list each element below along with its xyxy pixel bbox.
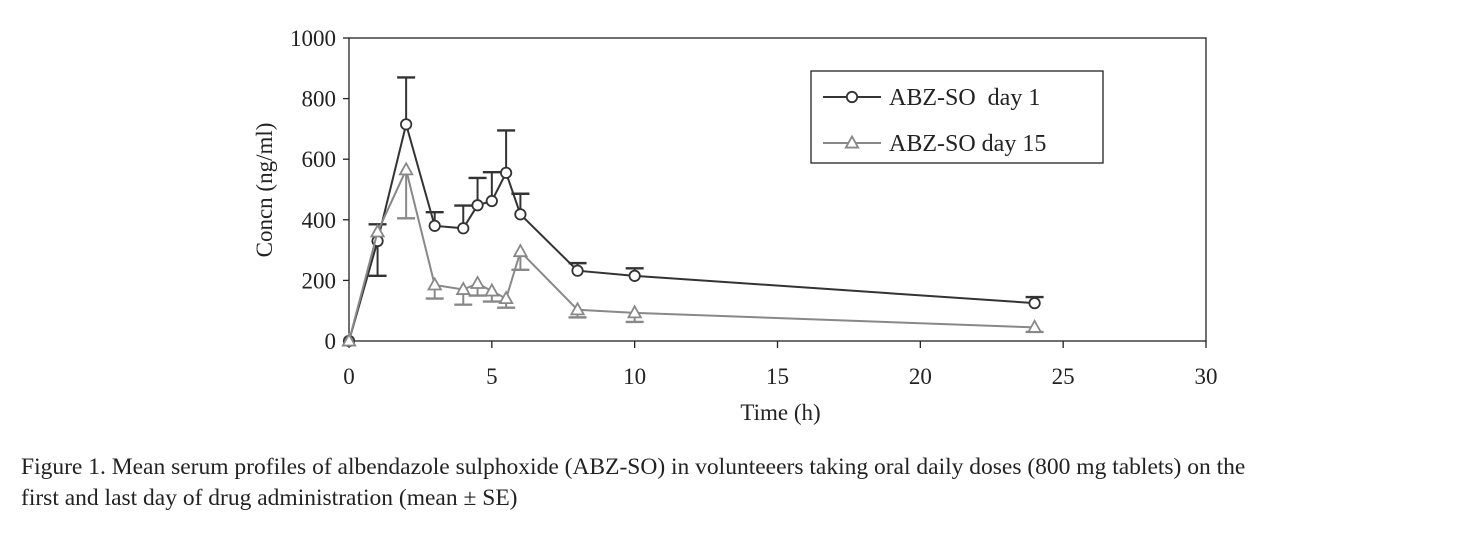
x-tick-label: 20 bbox=[909, 364, 932, 389]
series-2 bbox=[348, 166, 1044, 342]
data-point bbox=[1026, 319, 1043, 333]
data-point bbox=[500, 166, 513, 179]
x-tick-label: 5 bbox=[486, 364, 498, 389]
data-point bbox=[457, 222, 470, 235]
concentration-time-chart: 0 200 400 600 800 1000 0 5 10 15 20 25 30 Time (h) Con… bbox=[252, 26, 1218, 425]
legend-box bbox=[810, 70, 1104, 164]
data-point bbox=[569, 301, 586, 316]
data-point bbox=[626, 304, 643, 319]
y-tick-label: 200 bbox=[302, 268, 337, 293]
data-point bbox=[455, 281, 471, 295]
data-point bbox=[512, 243, 529, 258]
x-tick-label: 0 bbox=[343, 364, 355, 389]
data-point bbox=[498, 290, 514, 305]
y-tick-label: 800 bbox=[302, 87, 337, 112]
data-point bbox=[341, 332, 357, 347]
data-point bbox=[485, 194, 498, 208]
data-point bbox=[484, 282, 500, 297]
data-point bbox=[571, 264, 584, 277]
figure-caption: Figure 1. Mean serum profiles of albenda… bbox=[21, 452, 1471, 514]
data-point bbox=[471, 199, 484, 212]
data-point bbox=[398, 161, 414, 176]
y-tick-label: 1000 bbox=[290, 26, 336, 51]
series-line bbox=[348, 120, 1035, 342]
caption-line-1: Figure 1. Mean serum profiles of albenda… bbox=[21, 454, 1246, 480]
x-tick-label: 25 bbox=[1052, 364, 1075, 389]
y-tick-label: 400 bbox=[302, 208, 337, 233]
x-axis-label: Time (h) bbox=[740, 400, 820, 425]
legend: ABZ-SO day 1 ABZ-SO day 15 bbox=[810, 70, 1104, 164]
legend-marker bbox=[845, 90, 859, 104]
data-point bbox=[628, 269, 641, 282]
x-tick-label: 15 bbox=[766, 364, 789, 389]
legend-label: ABZ-SO day 1 bbox=[889, 85, 1040, 111]
series-line bbox=[348, 166, 1035, 342]
caption-line-2: first and last day of drug administratio… bbox=[21, 485, 518, 511]
y-tick-label: 600 bbox=[302, 147, 337, 172]
data-point bbox=[428, 219, 441, 232]
data-point bbox=[400, 118, 413, 131]
legend-label: ABZ-SO day 15 bbox=[889, 131, 1046, 157]
data-point bbox=[426, 276, 443, 291]
x-tick-label: 10 bbox=[623, 364, 646, 389]
x-tick-label: 30 bbox=[1195, 364, 1218, 389]
data-point bbox=[514, 208, 527, 221]
y-tick-label: 0 bbox=[325, 329, 337, 354]
data-point bbox=[1028, 297, 1041, 310]
y-axis-label: Concn (ng/ml) bbox=[252, 123, 277, 258]
data-point bbox=[369, 223, 386, 238]
data-point bbox=[469, 275, 486, 289]
legend-marker bbox=[844, 134, 860, 149]
